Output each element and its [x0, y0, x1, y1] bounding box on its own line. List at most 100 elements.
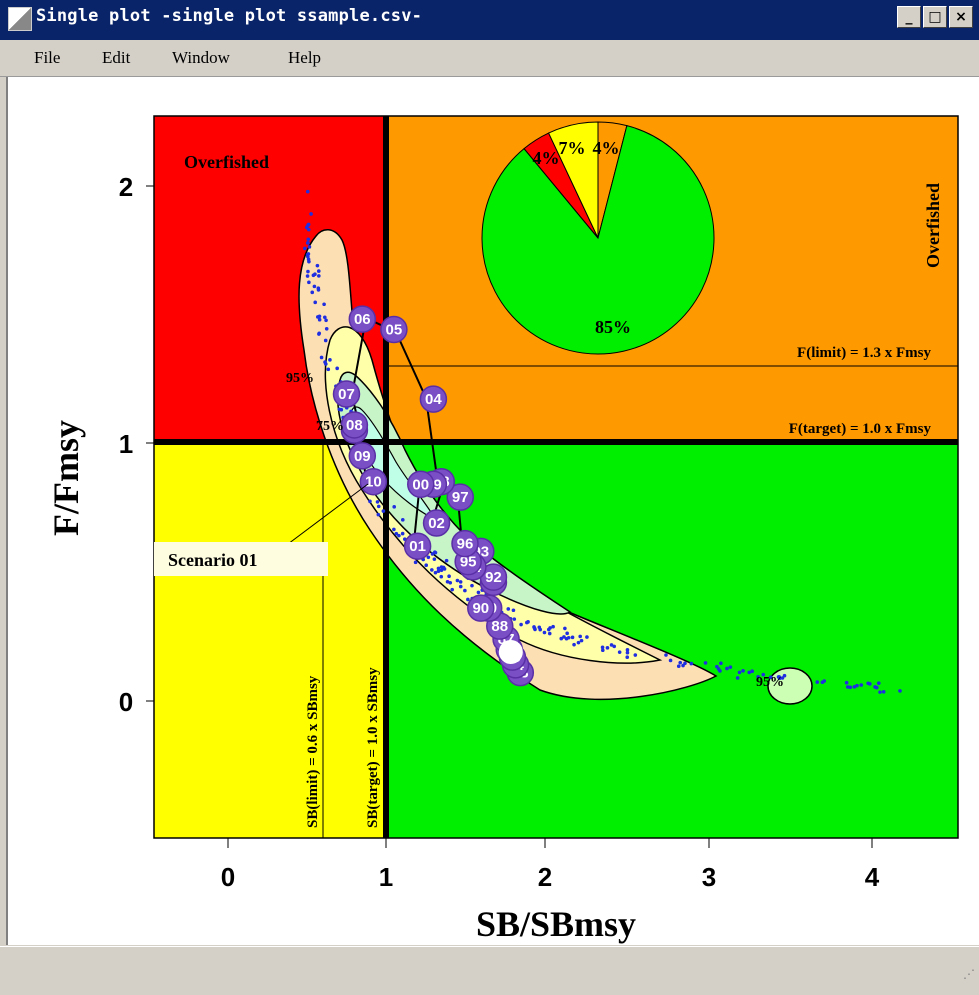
year-label: 04	[425, 391, 442, 408]
sim-dot	[306, 269, 310, 274]
sim-dot	[756, 675, 760, 679]
sim-dot	[307, 245, 312, 249]
minimize-button[interactable]: _	[897, 6, 921, 28]
maximize-button[interactable]: □	[923, 6, 947, 28]
x-tick-label: 3	[702, 862, 716, 892]
sim-dot	[433, 570, 438, 575]
sim-dot	[375, 500, 380, 504]
sim-dot	[565, 631, 569, 636]
sim-dot	[859, 683, 864, 687]
sim-dot	[845, 685, 850, 689]
year-marker: 04	[419, 385, 448, 413]
sim-dot	[546, 627, 551, 632]
sim-dot	[511, 608, 516, 613]
year-marker: 06	[348, 305, 377, 333]
year-label: 08	[346, 417, 363, 434]
sim-dot	[307, 259, 311, 264]
menu-file[interactable]: File	[34, 48, 61, 67]
sim-dot	[315, 263, 320, 268]
year-marker: 00	[407, 470, 435, 499]
sim-dot	[506, 607, 511, 611]
sim-dot	[324, 362, 328, 366]
sim-dot	[585, 635, 589, 639]
sim-dot	[400, 518, 405, 522]
year-marker: 02	[422, 509, 451, 537]
sim-dot	[855, 683, 859, 688]
title-bar: Single plot -single plot ssample.csv- _ …	[0, 0, 979, 40]
sim-dot	[815, 680, 820, 684]
status-bar: ⋰	[0, 946, 979, 995]
year-label: 88	[491, 618, 508, 635]
sim-dot	[424, 563, 429, 567]
menu-window[interactable]: Window	[172, 48, 230, 67]
sim-dot	[313, 300, 318, 305]
sim-dot	[448, 580, 453, 585]
sim-dot	[866, 681, 870, 686]
sim-dot	[600, 648, 605, 653]
sim-dot	[324, 326, 329, 331]
overfished-label-right: Overfished	[923, 183, 943, 268]
menu-edit[interactable]: Edit	[102, 48, 131, 67]
sim-dot	[676, 664, 681, 668]
menu-help[interactable]: Help	[288, 48, 322, 67]
sim-dot	[306, 241, 310, 245]
year-marker: 10	[359, 467, 388, 496]
sim-dot	[316, 286, 321, 290]
sim-dot	[876, 681, 881, 685]
sim-dot	[881, 689, 886, 694]
year-label: 90	[472, 600, 489, 617]
close-button[interactable]: ×	[949, 6, 973, 28]
sim-dot	[450, 587, 455, 592]
sim-dot	[600, 645, 605, 650]
year-marker: 96	[451, 529, 479, 558]
sim-dot	[447, 574, 451, 578]
sim-dot	[394, 531, 399, 536]
year-marker: 01	[403, 532, 432, 560]
sim-dot	[476, 590, 481, 595]
sim-dot	[741, 669, 745, 673]
sim-dot	[376, 512, 381, 517]
sim-dot	[322, 315, 327, 320]
sim-dot	[820, 680, 825, 685]
x-tick-label: 0	[221, 862, 235, 892]
sim-dot	[782, 673, 787, 678]
sim-dot	[413, 560, 418, 565]
y-tick-label: 0	[119, 687, 133, 717]
sim-dot	[578, 634, 582, 639]
sim-dot	[625, 650, 630, 655]
sim-dot	[625, 648, 630, 652]
sim-dot	[306, 237, 311, 242]
sim-dot	[436, 569, 441, 574]
sim-dot	[303, 246, 307, 251]
sim-dot	[716, 667, 721, 671]
sim-dot	[519, 622, 523, 627]
sim-dot	[312, 284, 317, 289]
sim-dot	[317, 332, 321, 336]
sim-dot	[323, 338, 328, 343]
pie-slice	[481, 125, 715, 355]
sim-dot	[844, 680, 849, 685]
sb-target-label: SB(target) = 1.0 x SBmsy	[365, 667, 381, 828]
sim-dot	[878, 690, 882, 694]
resize-grip-icon[interactable]: ⋰	[963, 967, 975, 981]
sim-dot	[455, 578, 460, 583]
sim-dot	[306, 227, 311, 232]
sim-dot	[458, 584, 463, 589]
sim-dot	[737, 670, 742, 675]
contour-label-95-right: 95%	[756, 675, 784, 690]
sim-dot	[306, 222, 311, 227]
year-label: 96	[457, 536, 474, 553]
sim-dot	[430, 568, 434, 572]
sim-dot	[376, 504, 381, 509]
sim-dot	[444, 558, 449, 563]
sim-dot	[310, 290, 315, 295]
sim-dot	[328, 358, 332, 362]
pie-chart: 85%4% 7% 4%	[481, 121, 715, 355]
year-label: 07	[338, 386, 355, 403]
sim-dot	[873, 685, 877, 689]
sim-dot	[605, 646, 610, 650]
x-tick-label: 2	[538, 862, 552, 892]
y-axis-label: F/Fmsy	[46, 420, 86, 536]
sim-dot	[307, 280, 311, 285]
